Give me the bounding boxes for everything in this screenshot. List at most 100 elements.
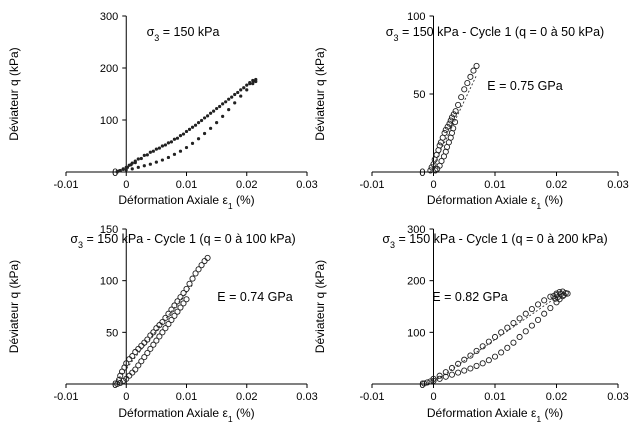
data-point bbox=[541, 297, 548, 304]
data-point bbox=[187, 127, 192, 131]
data-point bbox=[430, 377, 437, 384]
x-tick-label: 0.01 bbox=[484, 179, 505, 191]
data-point bbox=[442, 373, 449, 380]
data-point bbox=[215, 121, 219, 125]
y-axis-label: Déviateur q (kPa) bbox=[313, 47, 327, 140]
data-point bbox=[245, 83, 249, 87]
data-point bbox=[209, 126, 213, 130]
data-point bbox=[522, 310, 529, 317]
data-point bbox=[126, 356, 133, 363]
data-point bbox=[154, 160, 158, 164]
data-point bbox=[564, 290, 571, 297]
data-point bbox=[129, 369, 136, 376]
y-tick-label: 50 bbox=[106, 327, 118, 339]
data-point bbox=[473, 362, 480, 369]
data-point bbox=[156, 333, 163, 340]
data-point bbox=[242, 86, 246, 90]
data-point bbox=[174, 298, 181, 305]
data-point bbox=[177, 304, 184, 311]
data-point bbox=[528, 322, 535, 329]
y-tick-label: 50 bbox=[413, 89, 425, 101]
data-point bbox=[448, 371, 456, 378]
y-tick-label: 100 bbox=[407, 327, 425, 339]
data-point bbox=[135, 345, 142, 352]
data-point bbox=[123, 360, 130, 367]
data-point bbox=[196, 137, 201, 141]
chart-panel-1: -0.01 0 0.01 0.02 0.03 0 100 200 300 Déformation … bbox=[7, 11, 318, 211]
data-point bbox=[436, 142, 443, 149]
data-point bbox=[183, 285, 190, 292]
data-point bbox=[168, 306, 175, 313]
y-tick-label: 200 bbox=[100, 63, 118, 75]
data-point bbox=[479, 343, 486, 350]
data-point bbox=[192, 270, 199, 277]
data-point bbox=[172, 152, 177, 156]
chart-panel-4: -0.01 0 0.01 0.02 0.030100200300Déformation … bbox=[313, 224, 629, 423]
data-point bbox=[160, 144, 164, 148]
x-tick-label: 0.03 bbox=[607, 391, 628, 403]
data-point bbox=[183, 296, 190, 303]
data-point bbox=[145, 153, 149, 157]
data-point bbox=[166, 141, 171, 145]
x-tick-label: 0.02 bbox=[236, 179, 257, 191]
fit-line bbox=[430, 75, 477, 173]
chart-title: σ3 = 150 kPa - Cycle 1 (q = 0 à 50 kPa) bbox=[386, 25, 604, 43]
data-point bbox=[121, 167, 125, 171]
data-point bbox=[169, 140, 174, 144]
data-point bbox=[141, 339, 148, 346]
y-tick-label: 300 bbox=[100, 11, 118, 23]
data-point bbox=[138, 358, 145, 365]
data-point bbox=[218, 104, 222, 109]
data-point bbox=[455, 101, 462, 108]
data-point bbox=[156, 322, 163, 329]
data-point bbox=[199, 118, 204, 123]
data-point bbox=[180, 300, 187, 307]
data-point bbox=[498, 349, 505, 356]
data-point bbox=[221, 114, 225, 118]
x-tick-label: 0.02 bbox=[546, 179, 567, 191]
data-point bbox=[136, 165, 140, 169]
data-point bbox=[166, 155, 171, 160]
data-point bbox=[528, 306, 535, 313]
y-tick-label: 0 bbox=[419, 167, 425, 179]
data-point bbox=[159, 318, 166, 326]
data-point bbox=[504, 324, 511, 331]
data-point bbox=[224, 100, 228, 104]
x-tick-label: 0.02 bbox=[546, 391, 567, 403]
x-tick-label: 0 bbox=[430, 179, 436, 191]
data-point bbox=[227, 108, 231, 112]
data-point bbox=[120, 377, 127, 384]
x-tick-label: 0 bbox=[430, 391, 436, 403]
data-point bbox=[202, 116, 207, 120]
data-point bbox=[148, 162, 152, 166]
data-point bbox=[227, 97, 231, 101]
data-point bbox=[547, 293, 554, 300]
data-point bbox=[239, 88, 243, 92]
data-point bbox=[554, 294, 561, 301]
data-point bbox=[163, 143, 168, 147]
data-point bbox=[162, 325, 169, 332]
data-point bbox=[154, 147, 158, 151]
data-point bbox=[510, 339, 517, 346]
data-point bbox=[190, 125, 195, 129]
modulus-annotation: E = 0.75 GPa bbox=[487, 79, 562, 93]
data-point bbox=[461, 356, 468, 363]
data-point bbox=[150, 341, 157, 348]
data-point bbox=[175, 136, 180, 140]
data-point bbox=[485, 338, 492, 345]
data-series-3 bbox=[117, 79, 256, 173]
x-tick-label: 0.03 bbox=[296, 391, 317, 403]
data-point bbox=[168, 316, 175, 323]
y-tick-label: 100 bbox=[100, 115, 118, 127]
data-series-2 bbox=[432, 119, 459, 174]
modulus-annotation: E = 0.82 GPa bbox=[432, 290, 507, 304]
data-point bbox=[184, 145, 189, 150]
data-point bbox=[436, 372, 443, 379]
data-point bbox=[130, 167, 134, 171]
x-axis-label: Déformation Axiale ε1 (%) bbox=[118, 406, 254, 423]
data-point bbox=[441, 129, 448, 137]
data-point bbox=[177, 294, 184, 301]
y-axis-label: Déviateur q (kPa) bbox=[313, 260, 327, 353]
x-tick-label: -0.01 bbox=[53, 179, 78, 191]
data-point bbox=[124, 168, 128, 172]
